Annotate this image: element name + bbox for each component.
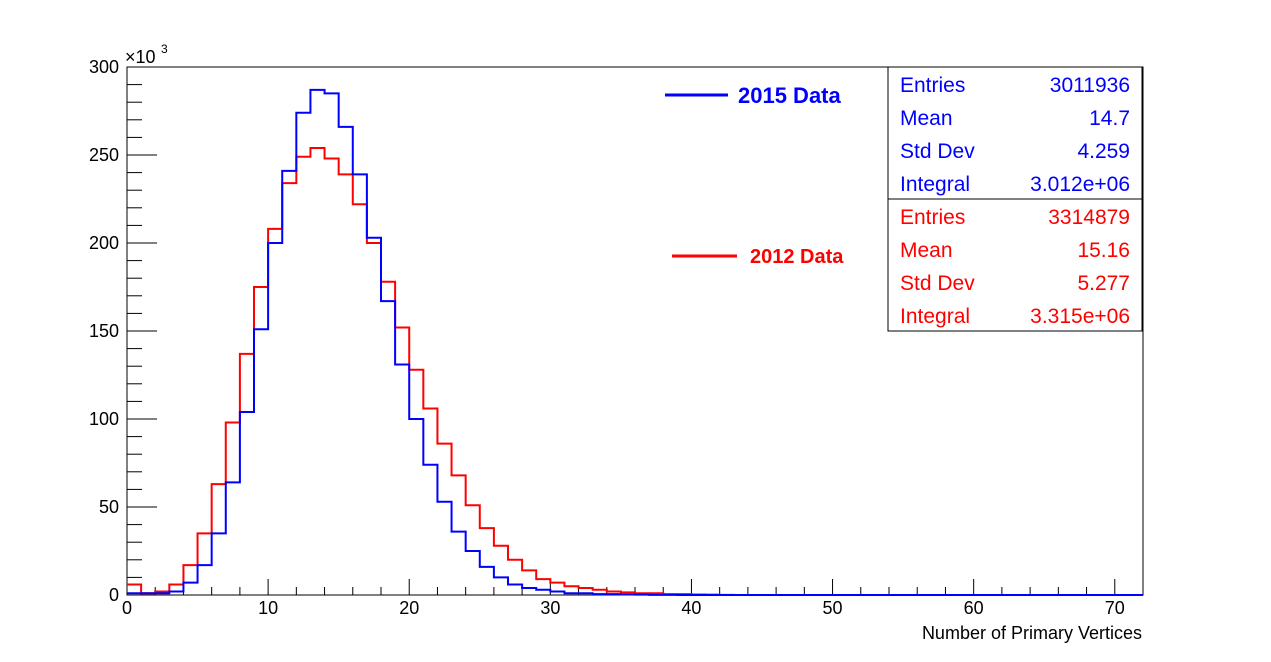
y-tick-label: 200 — [89, 233, 119, 253]
y-tick-label: 300 — [89, 57, 119, 77]
stats-box-frame — [887, 66, 1143, 200]
stats-row-label: Mean — [900, 239, 953, 262]
x-tick-label: 70 — [1105, 598, 1125, 618]
stats-row-value: 3011936 — [1050, 74, 1130, 97]
y-tick-label: 150 — [89, 321, 119, 341]
y-tick-labels: 0 50 100 150 200 250 300 — [89, 57, 119, 605]
stats-row-label: Entries — [900, 206, 965, 229]
x-axis-title: Number of Primary Vertices — [922, 623, 1142, 643]
x-tick-labels: 0 10 20 30 40 50 60 70 — [122, 598, 1125, 618]
stats-row-label: Entries — [900, 74, 965, 97]
stats-box: Entries 3011936 Mean 14.7 Std Dev 4.259 Integr… — [887, 66, 1143, 332]
stats-row-label: Std Dev — [900, 140, 975, 163]
legend-label: 2015 Data — [738, 83, 842, 108]
series-line-2015-data — [127, 88, 1143, 596]
axis-ticks — [126, 66, 1144, 596]
y-multiplier-label: ×10 — [125, 47, 156, 67]
x-tick-label: 30 — [540, 598, 560, 618]
x-tick-label: 50 — [823, 598, 843, 618]
legend: 2015 Data 2012 Data — [665, 83, 844, 268]
stats-row-value: 3314879 — [1048, 206, 1130, 229]
stats-row-value: 3.012e+06 — [1030, 173, 1130, 196]
x-tick-label: 10 — [258, 598, 278, 618]
y-tick-label: 0 — [109, 585, 119, 605]
stats-box-frame — [887, 198, 1143, 332]
y-tick-label: 50 — [99, 497, 119, 517]
x-tick-label: 40 — [681, 598, 701, 618]
stats-row-value: 14.7 — [1089, 107, 1130, 130]
stats-row-label: Std Dev — [900, 272, 975, 295]
x-tick-label: 0 — [122, 598, 132, 618]
stats-row-label: Mean — [900, 107, 953, 130]
x-tick-label: 60 — [964, 598, 984, 618]
x-tick-label: 20 — [399, 598, 419, 618]
series-group — [127, 88, 1143, 596]
y-tick-label: 250 — [89, 145, 119, 165]
stats-row-label: Integral — [900, 305, 970, 328]
legend-label: 2012 Data — [750, 246, 844, 268]
stats-row-value: 5.277 — [1077, 272, 1130, 295]
stats-row-value: 4.259 — [1077, 140, 1130, 163]
stats-row-value: 15.16 — [1077, 239, 1130, 262]
y-multiplier-exponent: 3 — [161, 42, 168, 56]
stats-row-value: 3.315e+06 — [1030, 305, 1130, 328]
stats-row-label: Integral — [900, 173, 970, 196]
y-tick-label: 100 — [89, 409, 119, 429]
